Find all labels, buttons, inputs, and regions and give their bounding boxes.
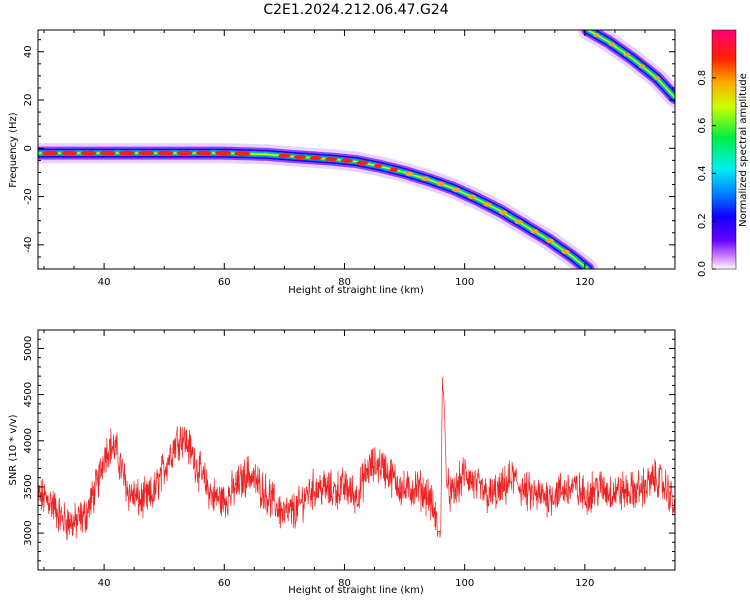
- snr-frame: [37, 329, 676, 571]
- peak-blob: [483, 202, 492, 207]
- colorbar-gradient: [711, 29, 737, 270]
- peak-blob: [421, 176, 430, 181]
- peak-blob: [467, 194, 476, 200]
- spectrogram-axes: 40 60 80 100 120 -40 -20 0 20 40: [23, 30, 676, 288]
- peak-blob: [608, 42, 615, 46]
- figure-title: C2E1.2024.212.06.47.G24: [263, 2, 448, 18]
- x-tick-label: 120: [575, 578, 594, 589]
- peak-blob: [623, 52, 630, 57]
- peak-blob: [593, 33, 600, 37]
- x-tick-label: 80: [338, 277, 351, 288]
- peak-blob: [138, 150, 155, 156]
- y-tick-label: -40: [23, 237, 34, 253]
- peak-blob: [99, 150, 116, 156]
- spectrogram-x-label: Height of straight line (km): [288, 285, 424, 296]
- peak-blob: [340, 158, 353, 163]
- y-tick-label: 40: [23, 45, 34, 58]
- x-tick-label: 120: [575, 277, 594, 288]
- y-tick-label: -20: [23, 188, 34, 204]
- peak-blob: [215, 150, 232, 156]
- colorbar: 0.0 0.2 0.4 0.6 0.8 Normalized spectral ampl…: [697, 29, 749, 277]
- peak-blob: [80, 150, 97, 156]
- peak-blob: [356, 160, 369, 165]
- snr-axes: 40 60 80 100 120 3000 3500 4000 4500 5000: [23, 329, 676, 589]
- peak-blob: [653, 76, 660, 81]
- y-tick-label: 3500: [23, 474, 34, 499]
- colorbar-tick-label: 0.2: [697, 213, 708, 229]
- peak-blob: [195, 150, 212, 156]
- peak-blob: [294, 154, 307, 160]
- peak-blob: [389, 167, 398, 172]
- x-tick-label: 60: [218, 578, 231, 589]
- colorbar-tick-label: 0.8: [697, 70, 708, 86]
- snr-trace: [38, 377, 675, 541]
- x-tick-label: 60: [218, 277, 231, 288]
- colorbar-tick-label: 0.0: [697, 261, 708, 277]
- spectrogram-frame: [37, 29, 676, 270]
- peak-blob: [514, 219, 523, 225]
- peak-blob: [176, 150, 193, 156]
- y-tick-label: 5000: [23, 336, 34, 361]
- colorbar-tick-label: 0.4: [697, 165, 708, 181]
- colorbar-label: Normalized spectral amplitude: [738, 73, 749, 227]
- peak-blob: [325, 156, 338, 162]
- peak-blob: [499, 210, 508, 215]
- peak-blob: [42, 150, 59, 156]
- peak-blob: [278, 153, 291, 158]
- peak-blob: [118, 150, 135, 156]
- y-tick-label: 20: [23, 94, 34, 107]
- peak-blob: [405, 171, 414, 177]
- y-tick-label: 4000: [23, 428, 34, 453]
- snr-plot-area: [38, 377, 675, 541]
- peak-blob: [546, 238, 555, 244]
- peak-blob: [436, 181, 445, 187]
- spectrogram-y-label: Frequency (Hz): [8, 112, 19, 188]
- x-tick-label: 80: [338, 578, 351, 589]
- y-tick-label: 4500: [23, 382, 34, 407]
- spectrogram-plot-area: [38, 30, 675, 269]
- colorbar-tick-label: 0.6: [697, 118, 708, 134]
- peak-blob: [374, 163, 383, 169]
- peak-blob: [157, 150, 174, 156]
- colorbar-ticks: 0.0 0.2 0.4 0.6 0.8: [697, 70, 716, 277]
- y-tick-label: 0: [23, 145, 34, 151]
- x-tick-label: 100: [455, 277, 474, 288]
- snr-y-label: SNR (10 * v/v): [8, 414, 19, 485]
- spectrogram-panel: 40 60 80 100 120 -40 -20 0 20 40 Height of straig…: [8, 29, 676, 296]
- spectral-ridge-aliased-layer-5: [587, 30, 675, 99]
- snr-panel: 40 60 80 100 120 3000 3500 4000 4500 5000 Height …: [8, 329, 676, 596]
- peak-blob: [234, 151, 251, 157]
- x-tick-label: 40: [98, 578, 111, 589]
- x-tick-label: 40: [98, 277, 111, 288]
- peak-blob: [452, 187, 461, 192]
- peak-blob: [530, 229, 539, 234]
- snr-x-label: Height of straight line (km): [288, 585, 424, 596]
- x-tick-label: 100: [455, 578, 474, 589]
- peak-blob: [309, 155, 322, 161]
- peak-blob: [61, 150, 78, 156]
- peak-blob: [561, 249, 570, 255]
- y-tick-label: 3000: [23, 520, 34, 545]
- peak-blob: [638, 64, 645, 69]
